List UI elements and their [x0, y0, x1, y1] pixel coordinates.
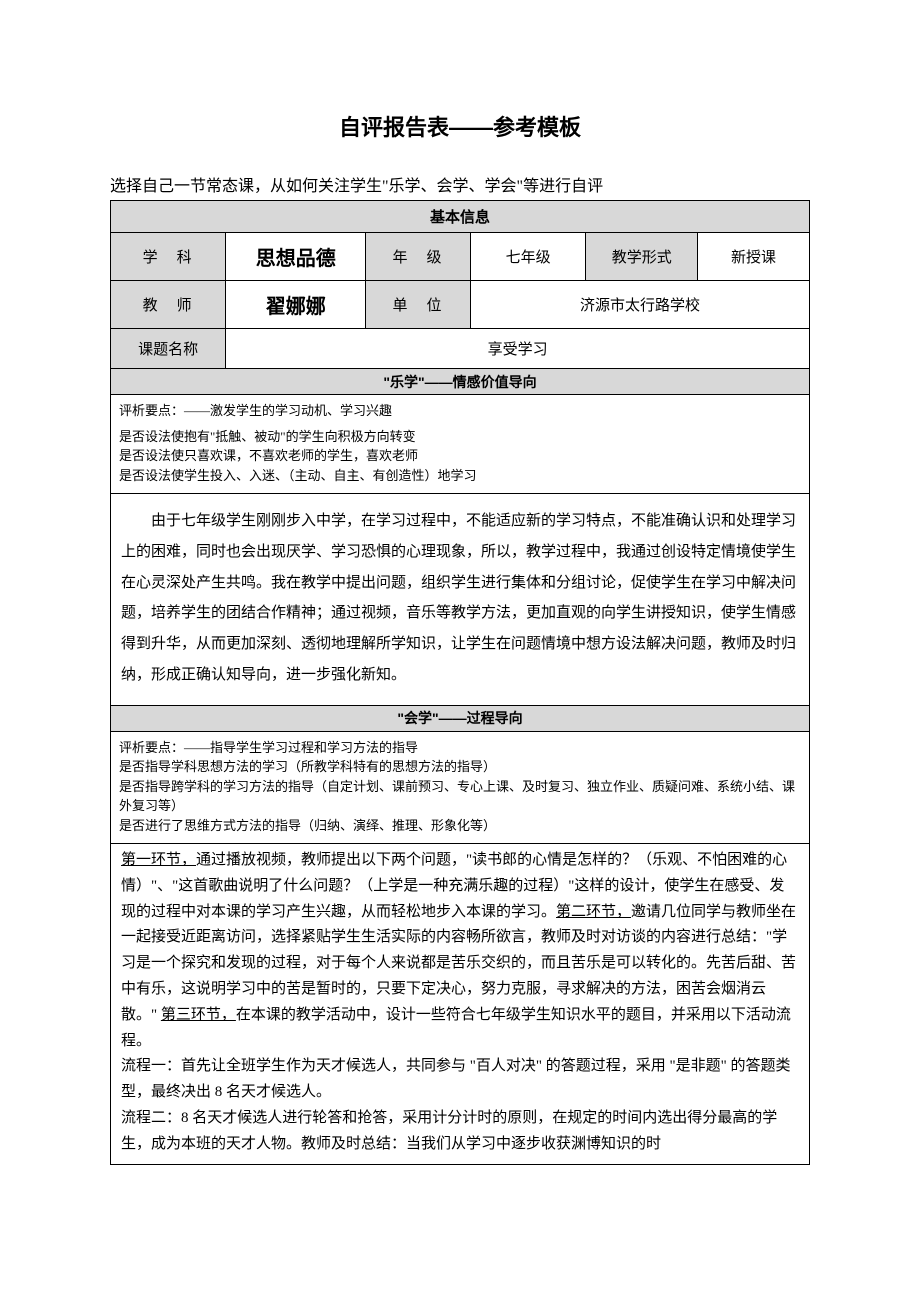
table-row: 教 师 翟娜娜 单 位 济源市太行路学校	[111, 281, 810, 329]
topic-label: 课题名称	[111, 329, 226, 369]
criteria-lead: 评析要点：——激发学生的学习动机、学习兴趣	[119, 401, 801, 421]
flow-item: 流程二：8 名天才候选人进行轮答和抢答，采用计分计时的原则，在规定的时间内选出得…	[121, 1106, 799, 1158]
teacher-value: 翟娜娜	[226, 281, 366, 329]
teacher-label: 教 师	[111, 281, 226, 329]
section2-body: 第一环节，通过播放视频，教师提出以下两个问题，"读书郎的心情是怎样的？（乐观、不…	[111, 844, 810, 1165]
criteria-item: 是否设法使学生投入、入迷、（主动、自主、有创造性）地学习	[119, 466, 801, 486]
section2-criteria: 评析要点：——指导学生学习过程和学习方法的指导 是否指导学科思想方法的学习（所教…	[111, 731, 810, 844]
flow-item: 流程一：首先让全班学生作为天才候选人，共同参与 "百人对决" 的答题过程，采用 …	[121, 1054, 799, 1106]
page-subtitle: 选择自己一节常态课，从如何关注学生"乐学、会学、学会"等进行自评	[110, 172, 810, 196]
unit-label: 单 位	[366, 281, 471, 329]
section1-criteria: 评析要点：——激发学生的学习动机、学习兴趣 是否设法使抱有"抵触、被动"的学生向…	[111, 395, 810, 494]
form-value: 新授课	[698, 233, 810, 281]
section2-header: "会学"——过程导向	[111, 705, 810, 731]
basic-info-header: 基本信息	[111, 201, 810, 233]
topic-value: 享受学习	[226, 329, 810, 369]
criteria-item: 是否指导学科思想方法的学习（所教学科特有的思想方法的指导）	[119, 757, 801, 777]
table-row: 评析要点：——激发学生的学习动机、学习兴趣 是否设法使抱有"抵触、被动"的学生向…	[111, 395, 810, 494]
criteria-item: 是否进行了思维方式方法的指导（归纳、演绎、推理、形象化等）	[119, 816, 801, 836]
phase-label: 第三环节，	[161, 1007, 236, 1023]
table-row: 评析要点：——指导学生学习过程和学习方法的指导 是否指导学科思想方法的学习（所教…	[111, 731, 810, 844]
criteria-item: 是否指导跨学科的学习方法的指导（自定计划、课前预习、专心上课、及时复习、独立作业…	[119, 777, 801, 816]
subject-value: 思想品德	[226, 233, 366, 281]
page-title: 自评报告表——参考模板	[110, 110, 810, 142]
form-label: 教学形式	[586, 233, 698, 281]
criteria-item: 是否设法使抱有"抵触、被动"的学生向积极方向转变	[119, 427, 801, 447]
criteria-item: 是否设法使只喜欢课，不喜欢老师的学生，喜欢老师	[119, 446, 801, 466]
grade-value: 七年级	[470, 233, 585, 281]
phase-label: 第一环节，	[121, 852, 196, 868]
unit-value: 济源市太行路学校	[470, 281, 809, 329]
section1-body: 由于七年级学生刚刚步入中学，在学习过程中，不能适应新的学习特点，不能准确认识和处…	[111, 494, 810, 706]
grade-label: 年 级	[366, 233, 471, 281]
body-paragraph: 由于七年级学生刚刚步入中学，在学习过程中，不能适应新的学习特点，不能准确认识和处…	[121, 506, 799, 691]
criteria-lead: 评析要点：——指导学生学习过程和学习方法的指导	[119, 738, 801, 758]
table-row: 基本信息	[111, 201, 810, 233]
table-row: 学 科 思想品德 年 级 七年级 教学形式 新授课	[111, 233, 810, 281]
table-row: "乐学"——情感价值导向	[111, 369, 810, 395]
table-row: 由于七年级学生刚刚步入中学，在学习过程中，不能适应新的学习特点，不能准确认识和处…	[111, 494, 810, 706]
table-row: "会学"——过程导向	[111, 705, 810, 731]
table-row: 第一环节，通过播放视频，教师提出以下两个问题，"读书郎的心情是怎样的？（乐观、不…	[111, 844, 810, 1165]
phase-label: 第二环节，	[556, 904, 631, 920]
section1-header: "乐学"——情感价值导向	[111, 369, 810, 395]
table-row: 课题名称 享受学习	[111, 329, 810, 369]
body-text-span: 邀请几位同学与教师坐在一起接受近距离访问，选择紧贴学生生活实际的内容畅所欲言，教…	[121, 904, 796, 1023]
subject-label: 学 科	[111, 233, 226, 281]
main-table: 基本信息 学 科 思想品德 年 级 七年级 教学形式 新授课 教 师 翟娜娜 单…	[110, 200, 810, 1165]
